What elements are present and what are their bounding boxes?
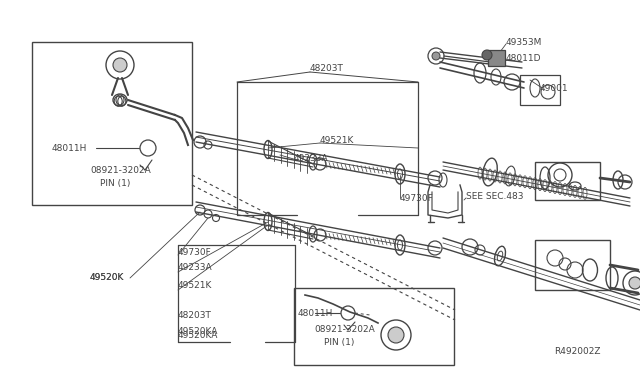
Text: PIN (1): PIN (1): [324, 339, 355, 347]
Text: 48011H: 48011H: [52, 144, 88, 153]
Bar: [488, 50, 505, 66]
Bar: [32, 42, 192, 205]
Text: 48203T: 48203T: [178, 311, 212, 321]
Text: PIN (1): PIN (1): [100, 179, 131, 187]
Text: 49520K: 49520K: [90, 273, 124, 282]
Text: 49520KA: 49520KA: [178, 327, 218, 337]
Text: SEE SEC.483: SEE SEC.483: [466, 192, 524, 201]
Circle shape: [113, 58, 127, 72]
Bar: [520, 75, 560, 105]
Text: 48011H: 48011H: [298, 308, 333, 317]
Circle shape: [432, 52, 440, 60]
Text: 49353M: 49353M: [506, 38, 542, 46]
Circle shape: [388, 327, 404, 343]
Text: 48011D: 48011D: [506, 54, 541, 62]
Bar: [535, 240, 610, 290]
Bar: [535, 162, 600, 200]
Bar: [294, 288, 454, 365]
Text: 08921-3202A: 08921-3202A: [314, 326, 375, 334]
Text: R492002Z: R492002Z: [554, 347, 600, 356]
Text: 49521K: 49521K: [178, 280, 212, 289]
Text: 49521K: 49521K: [320, 135, 355, 144]
Text: 08921-3202A: 08921-3202A: [90, 166, 151, 174]
Text: 49233A: 49233A: [294, 154, 328, 163]
Text: 49730F: 49730F: [178, 247, 212, 257]
Circle shape: [482, 50, 492, 60]
Text: 48203T: 48203T: [310, 64, 344, 73]
Text: 49730F: 49730F: [400, 193, 434, 202]
Text: 49001: 49001: [540, 83, 568, 93]
Text: 49520K: 49520K: [90, 273, 124, 282]
Circle shape: [629, 277, 640, 289]
Text: 49233A: 49233A: [178, 263, 212, 273]
Text: 49520KA: 49520KA: [178, 331, 218, 340]
